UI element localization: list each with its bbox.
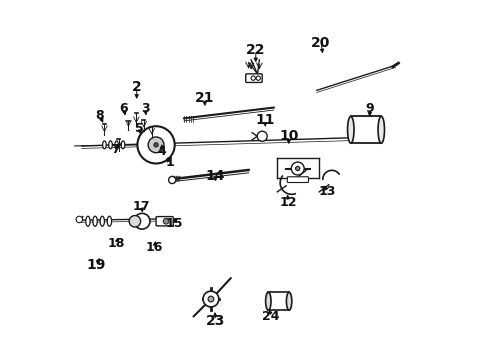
Circle shape [203, 291, 219, 307]
Circle shape [129, 216, 141, 227]
Ellipse shape [107, 216, 112, 226]
Ellipse shape [100, 216, 104, 226]
Text: 9: 9 [366, 102, 374, 115]
Text: 24: 24 [262, 310, 280, 324]
Text: 2: 2 [132, 80, 142, 94]
Text: 10: 10 [279, 129, 298, 143]
Text: 13: 13 [319, 185, 336, 198]
Circle shape [169, 176, 176, 184]
Text: 12: 12 [279, 196, 297, 209]
Text: 23: 23 [206, 314, 225, 328]
Ellipse shape [102, 141, 106, 149]
Circle shape [163, 219, 169, 224]
Ellipse shape [122, 141, 125, 149]
Text: 4: 4 [157, 145, 166, 158]
Circle shape [148, 137, 164, 153]
Text: 14: 14 [206, 169, 225, 183]
FancyBboxPatch shape [156, 217, 173, 226]
Text: 11: 11 [255, 113, 274, 127]
Text: 8: 8 [96, 109, 104, 122]
FancyBboxPatch shape [268, 292, 289, 310]
Ellipse shape [287, 292, 292, 310]
Circle shape [208, 296, 214, 302]
Text: 18: 18 [108, 237, 125, 250]
Circle shape [257, 131, 267, 141]
Text: 22: 22 [246, 43, 266, 57]
Circle shape [291, 162, 304, 175]
Text: 5: 5 [135, 122, 144, 135]
Circle shape [256, 76, 260, 80]
Ellipse shape [86, 216, 90, 226]
Circle shape [251, 76, 255, 80]
Text: 17: 17 [132, 201, 150, 213]
Circle shape [295, 166, 300, 171]
Text: 1: 1 [165, 156, 174, 169]
Circle shape [154, 143, 158, 147]
Circle shape [134, 213, 150, 229]
FancyBboxPatch shape [287, 177, 309, 183]
FancyBboxPatch shape [351, 116, 381, 143]
Ellipse shape [266, 292, 271, 310]
Ellipse shape [378, 116, 385, 143]
Text: 21: 21 [195, 91, 215, 105]
Ellipse shape [347, 116, 354, 143]
Ellipse shape [109, 141, 112, 149]
Text: 15: 15 [166, 217, 183, 230]
Text: 20: 20 [311, 36, 331, 50]
Circle shape [137, 126, 175, 163]
FancyBboxPatch shape [245, 74, 262, 82]
Text: 7: 7 [112, 143, 120, 156]
Text: 16: 16 [146, 241, 163, 254]
Text: 3: 3 [141, 102, 149, 115]
Circle shape [76, 216, 82, 223]
Text: 19: 19 [87, 258, 106, 273]
Ellipse shape [93, 216, 97, 226]
Text: 6: 6 [120, 102, 128, 115]
Ellipse shape [115, 141, 119, 149]
